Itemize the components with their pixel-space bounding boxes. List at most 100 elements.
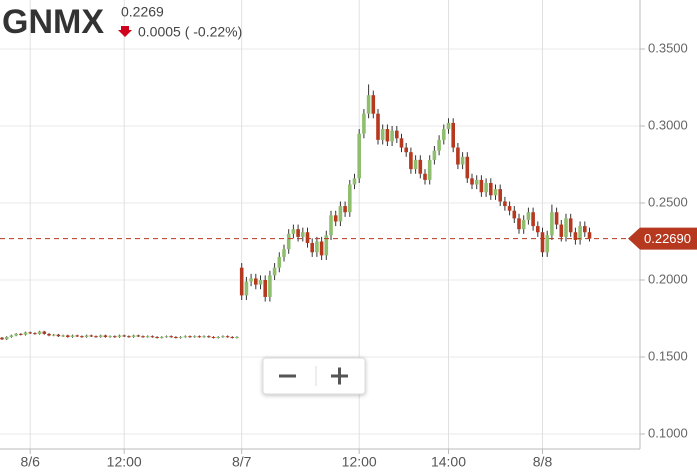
candle-body [409, 152, 413, 170]
candle-body [489, 182, 493, 196]
candle-body [442, 129, 446, 140]
candle-body [244, 281, 249, 296]
candle-body [564, 218, 568, 237]
y-tick-label: 0.1500 [648, 348, 688, 363]
candle-body [268, 275, 272, 297]
candle-body [150, 336, 155, 338]
candle-body [216, 336, 220, 338]
candle-body [277, 256, 282, 268]
zoom-in-button[interactable] [318, 360, 364, 392]
candle-body [310, 243, 314, 253]
candle-body [427, 159, 432, 180]
candle-body [84, 335, 89, 337]
candle-body [56, 334, 61, 337]
candle-body [98, 335, 103, 337]
zoom-out-button[interactable] [265, 360, 313, 392]
candle-body [371, 95, 376, 114]
candle-body [291, 229, 296, 234]
candle-body [512, 210, 517, 219]
candle-body [301, 232, 305, 237]
candle-body [113, 336, 117, 338]
candle-body [221, 336, 225, 338]
candle-body [380, 129, 385, 140]
candle-body [131, 335, 136, 337]
candle-body [19, 333, 23, 335]
candle-body [174, 336, 178, 338]
candle-body [155, 336, 159, 338]
candle-body [521, 219, 526, 230]
price: 0.2269 [121, 4, 164, 20]
candle-body [183, 336, 188, 338]
candle-body [319, 241, 324, 256]
candle-body [545, 235, 549, 253]
candle-body [385, 129, 390, 142]
x-tick-label: 12:00 [107, 454, 142, 470]
candle-body [286, 233, 291, 250]
candle-body [207, 336, 211, 338]
candle-body [211, 336, 216, 338]
candle-body [127, 336, 131, 338]
candle-body [122, 335, 126, 337]
candle-body [376, 113, 380, 140]
y-tick-label: 0.2500 [648, 194, 688, 209]
candle-body [117, 335, 122, 337]
y-tick-label: 0.3000 [648, 117, 688, 132]
candle-body [338, 206, 343, 222]
candle-body [263, 280, 267, 297]
candle-body [366, 95, 371, 114]
candle-body [108, 336, 112, 338]
candle-body [423, 173, 427, 180]
candle-body [583, 226, 587, 233]
candle-body [249, 278, 253, 282]
candle-body [437, 139, 441, 151]
candle-body [451, 122, 455, 148]
down-arrow [118, 26, 132, 37]
candle-body [578, 226, 582, 240]
candle-body [324, 235, 329, 256]
candle-body [235, 336, 239, 338]
candle-body [258, 280, 263, 285]
candle-body [587, 232, 592, 239]
candle-body [61, 335, 65, 337]
zoom-controls [262, 357, 366, 395]
candle-body [202, 336, 206, 338]
change: 0.0005 ( -0.22%) [138, 24, 242, 40]
candle-body [507, 206, 512, 211]
candle-body [479, 179, 484, 193]
candle-body [225, 336, 230, 338]
candles [0, 84, 628, 341]
candle-body [188, 336, 192, 338]
grid [0, 0, 645, 454]
candle-body [178, 336, 183, 338]
candle-body [315, 241, 319, 253]
candle-body [573, 232, 578, 240]
candle-body [80, 336, 84, 338]
candle-body [66, 335, 70, 337]
candle-body [559, 224, 564, 237]
candle-body [282, 249, 286, 257]
candle-body [484, 182, 488, 193]
y-tick-label: 0.3500 [648, 40, 688, 55]
zoom-panel [262, 357, 366, 395]
candle-body [493, 189, 498, 196]
candle-body [160, 336, 164, 338]
candle-body [28, 332, 32, 334]
candle-body [536, 226, 540, 233]
candle-body [37, 331, 42, 334]
candle-body [329, 215, 333, 236]
x-tick-label: 8/8 [533, 454, 553, 470]
candle-body [474, 179, 479, 185]
candle-body [94, 336, 98, 338]
candle-body [51, 334, 56, 336]
y-tick-label: 0.1000 [648, 425, 688, 440]
candle-body [103, 335, 108, 337]
candle-body [348, 184, 352, 213]
candle-body [0, 337, 4, 340]
candle-body [197, 336, 202, 338]
candle-body [33, 333, 37, 335]
candle-body [540, 232, 545, 253]
candle-body [75, 335, 79, 337]
candle-body [145, 336, 150, 338]
